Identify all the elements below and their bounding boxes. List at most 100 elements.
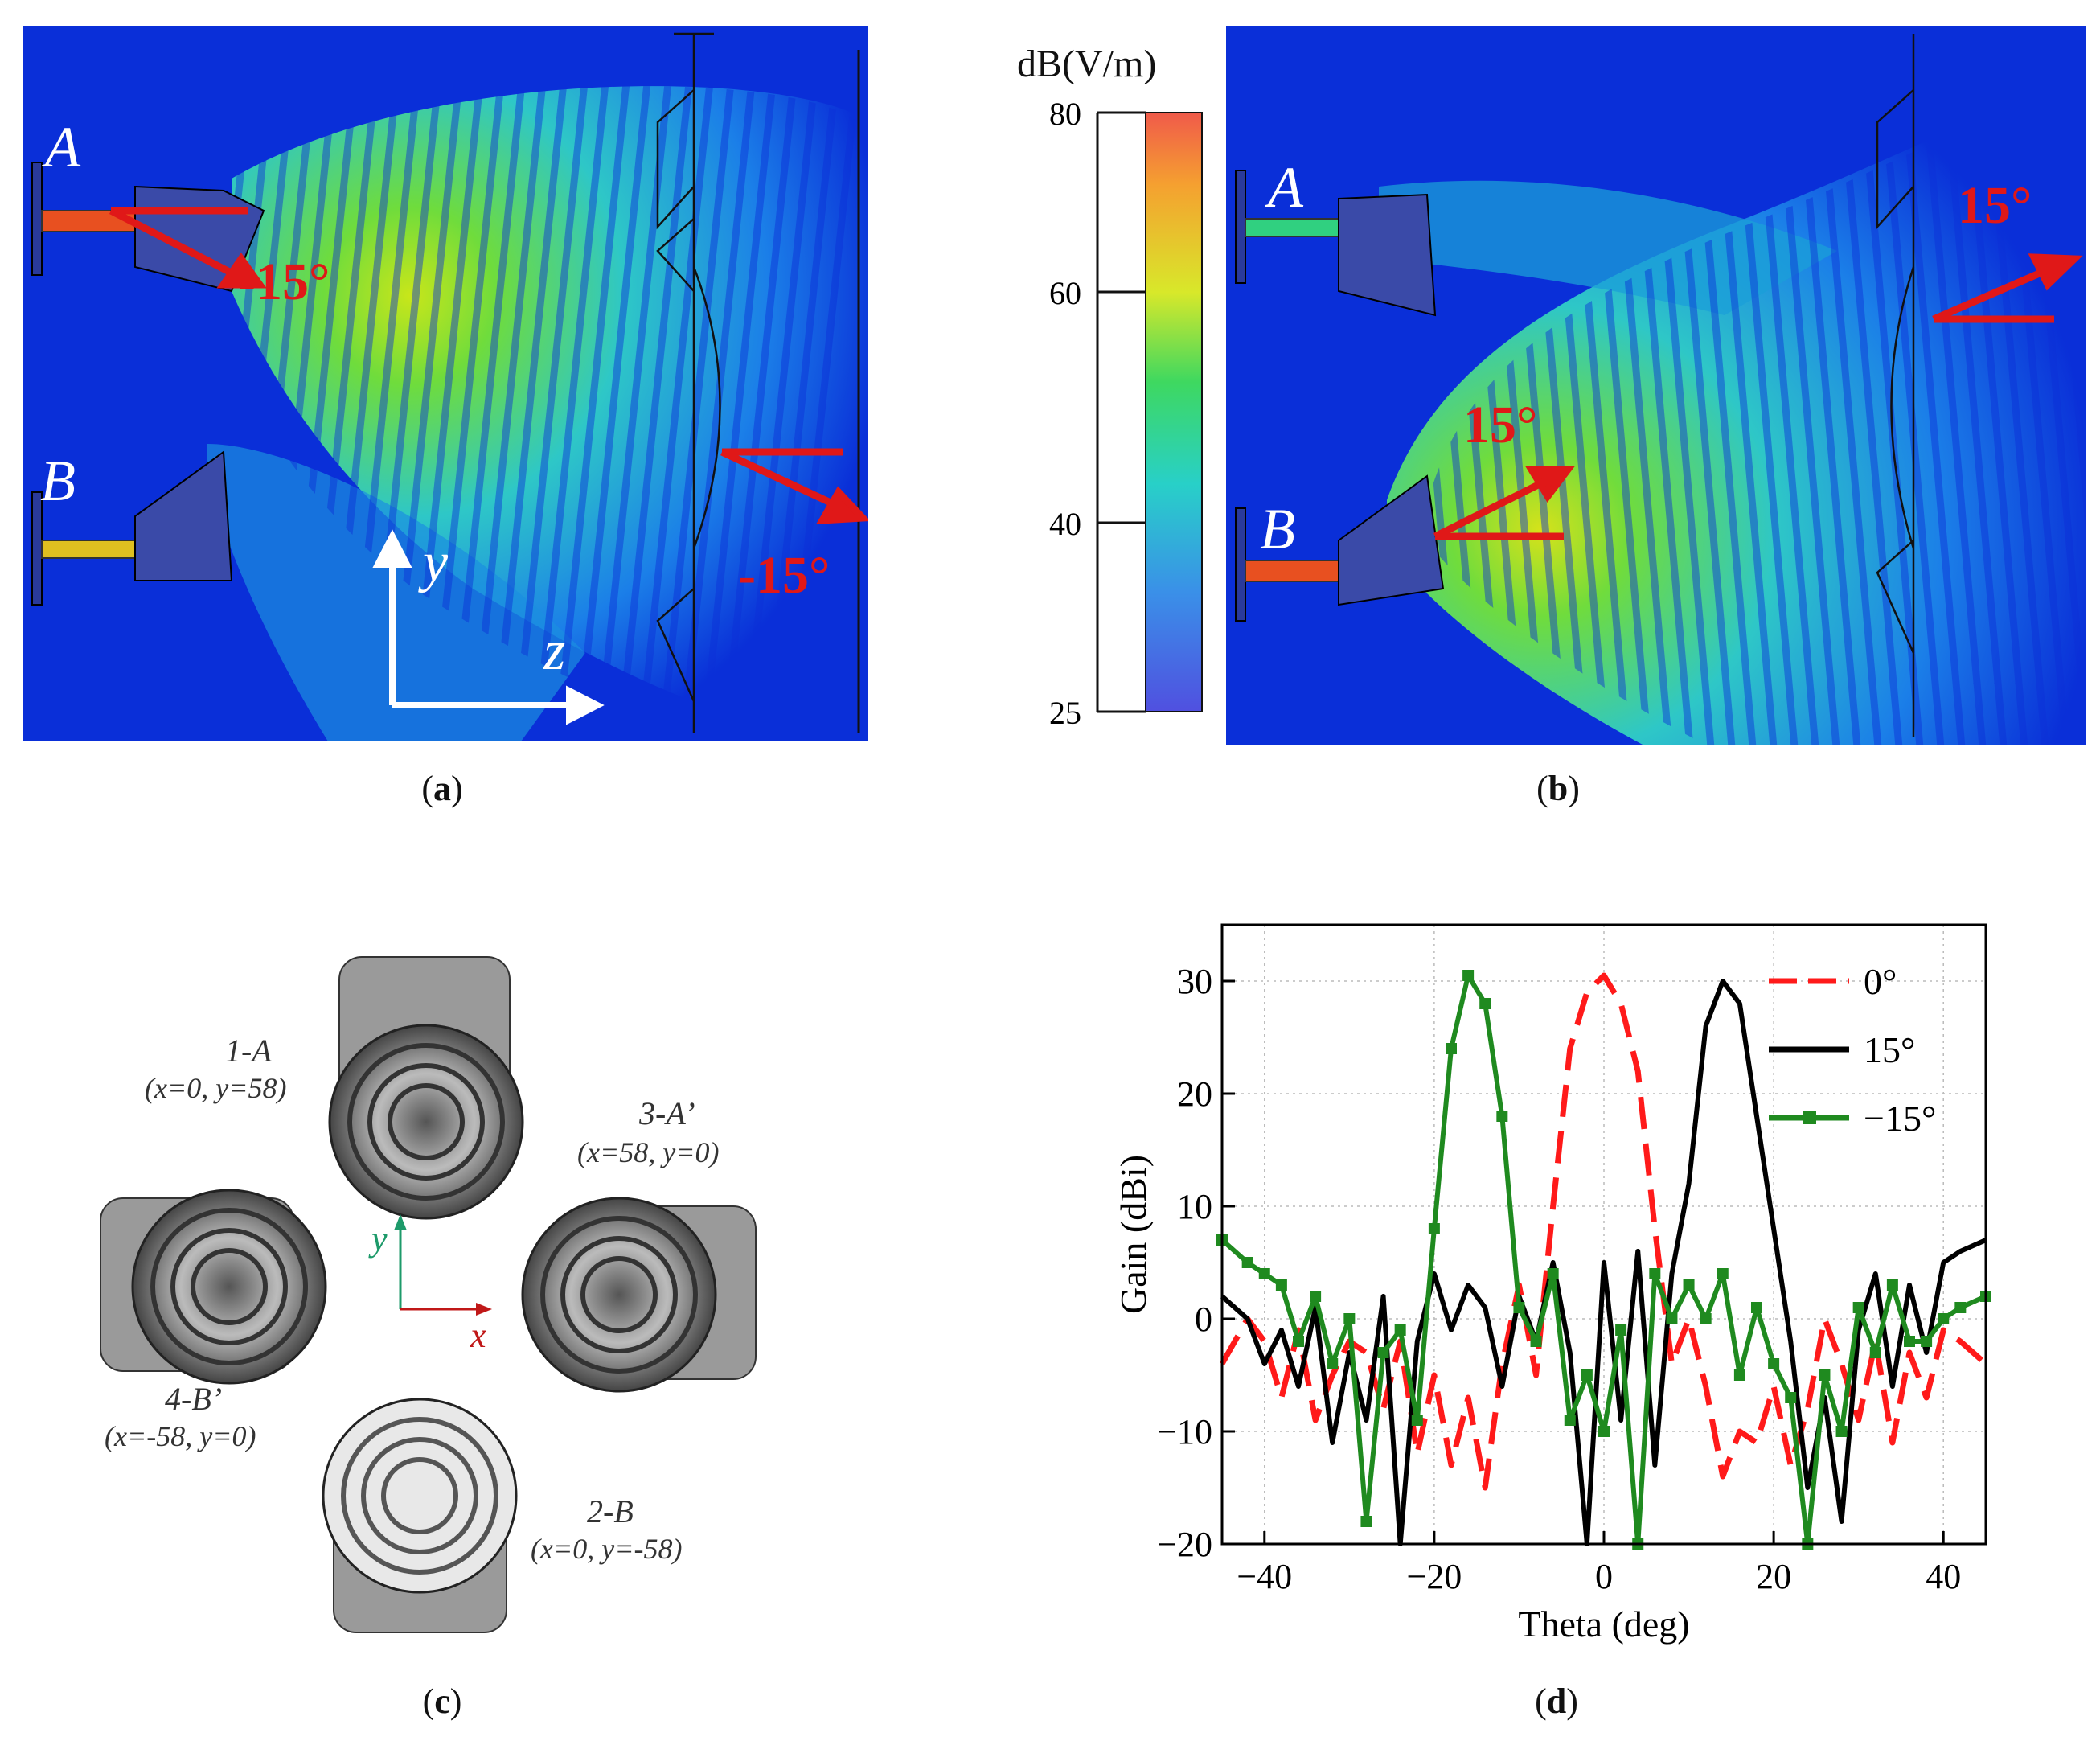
horn-1-a [328, 956, 524, 1220]
series-point [1954, 1302, 1967, 1313]
series-point [1343, 1313, 1356, 1324]
panel-a: y z A B -15° -15° [23, 26, 871, 742]
series-point [1428, 1223, 1440, 1234]
series-point [1513, 1302, 1525, 1313]
horn-3-a-prime [521, 1197, 757, 1393]
angle-label-b-out: 15° [1958, 176, 2032, 235]
series-point [1581, 1369, 1593, 1381]
panel-d: −40 −20 0 20 40 −20 −10 0 10 20 30 Theta (deg) Gain … [1109, 901, 1994, 1673]
horn-label-2b: 2-B [587, 1493, 634, 1530]
series-point [1598, 1426, 1610, 1437]
horn-2-b [322, 1398, 518, 1633]
horn-label-1a: 1-A [225, 1033, 272, 1069]
series-point [1530, 1336, 1542, 1347]
series-point [1683, 1279, 1695, 1291]
y-tick-label: 10 [1177, 1187, 1212, 1226]
feed-label-b: B [40, 449, 76, 513]
angle-label-a-in: -15° [238, 253, 330, 311]
series-point [1394, 1324, 1406, 1336]
caption-a: (a) [421, 769, 463, 808]
colorbar-tick-80: 80 [1049, 96, 1081, 132]
y-tick-label: 0 [1195, 1300, 1212, 1339]
axis-label-y: y [368, 1219, 388, 1259]
plot-frame [1220, 923, 1987, 1546]
beam-arrow-out-a [720, 448, 871, 524]
axis-arrows-xy [394, 1214, 492, 1316]
y-tick-label: 30 [1177, 962, 1212, 1001]
series-point [1886, 1279, 1898, 1291]
series-point [1377, 1347, 1389, 1358]
legend-label-1: 15° [1864, 1029, 1915, 1070]
colorbar-tick-60: 60 [1049, 275, 1081, 311]
panel-c: y x 1-A (x=0, y=58) 3-A’ (x=58, y=0) 4-B… [80, 941, 804, 1640]
beam-arrow-b [1433, 466, 1576, 540]
panel-b: A B 15° 15° [1226, 26, 2100, 745]
legend-label-2: −15° [1864, 1098, 1936, 1139]
x-tick-label: −40 [1237, 1557, 1292, 1596]
axis-arrows-yz [372, 529, 605, 725]
y-axis-label: Gain (dBi) [1113, 1155, 1154, 1314]
y-tick-label: 20 [1177, 1074, 1212, 1114]
caption-b: (b) [1536, 769, 1580, 808]
series-point [1835, 1426, 1848, 1437]
series-point [1564, 1415, 1576, 1426]
angle-label-b-in: 15° [1463, 396, 1537, 454]
beam-arrow-a [109, 207, 267, 289]
horn-coords-2b: (x=0, y=-58) [531, 1533, 683, 1565]
series-point [1411, 1415, 1423, 1426]
series-point [1615, 1324, 1627, 1336]
horn-label-4b: 4-B’ [165, 1381, 222, 1417]
series-point [1904, 1336, 1915, 1347]
x-tick-label: 20 [1756, 1557, 1791, 1596]
series-point [1258, 1268, 1270, 1279]
axis-label-y: y [418, 532, 449, 593]
colorbar: dB(V/m) 80 60 40 25 [1017, 43, 1218, 736]
angle-label-a-out: -15° [738, 546, 830, 605]
series-point [1700, 1313, 1712, 1324]
horn-coords-3a: (x=58, y=0) [577, 1136, 720, 1168]
series-point [1293, 1336, 1304, 1347]
horn-label-3a: 3-A’ [638, 1095, 695, 1131]
series-point [1733, 1369, 1745, 1381]
series-point [1921, 1336, 1933, 1347]
series-point [1768, 1358, 1780, 1369]
x-tick-label: 40 [1926, 1557, 1961, 1596]
colorbar-tick-40: 40 [1049, 506, 1081, 542]
colorbar-tick-25: 25 [1049, 695, 1081, 731]
field-map-b: A B 15° 15° [1226, 26, 2100, 745]
series-point [1717, 1268, 1729, 1279]
series-point [1649, 1268, 1661, 1279]
series-point [1819, 1369, 1831, 1381]
colorbar-title: dB(V/m) [1017, 44, 1156, 85]
caption-d: (d) [1535, 1681, 1578, 1721]
series-line-0 [1219, 972, 1988, 1491]
feed-label-a: A [42, 115, 81, 179]
beam-arrow-out-b [1932, 253, 2083, 323]
series-point [1310, 1291, 1322, 1302]
series-point [1360, 1516, 1372, 1527]
feed-label-b: B [1260, 497, 1295, 561]
caption-c: (c) [422, 1681, 462, 1721]
gain-chart: −40 −20 0 20 40 −20 −10 0 10 20 30 Theta (deg) Gain … [1113, 923, 1991, 1645]
legend-marker-2 [1803, 1111, 1816, 1124]
series-point [1785, 1392, 1797, 1403]
series-point [1241, 1257, 1253, 1268]
series-point [1479, 998, 1491, 1009]
series-point [1547, 1268, 1559, 1279]
series-point [1666, 1313, 1678, 1324]
series-point [1446, 1043, 1457, 1054]
series-point [1327, 1358, 1339, 1369]
x-tick-label: −20 [1406, 1557, 1462, 1596]
series-point [1852, 1302, 1864, 1313]
horn-4-b-prime [100, 1189, 327, 1385]
horn-coords-4b: (x=-58, y=0) [105, 1420, 256, 1452]
axis-label-z: z [543, 620, 565, 682]
series-point [1869, 1347, 1881, 1358]
axis-label-x: x [470, 1316, 486, 1355]
field-map-a: y z A B -15° -15° [23, 26, 871, 742]
x-tick-label: 0 [1595, 1557, 1613, 1596]
y-tick-label: −10 [1157, 1412, 1212, 1452]
series-point [1751, 1302, 1762, 1313]
series-point [1462, 970, 1475, 981]
feed-label-a: A [1265, 155, 1304, 220]
